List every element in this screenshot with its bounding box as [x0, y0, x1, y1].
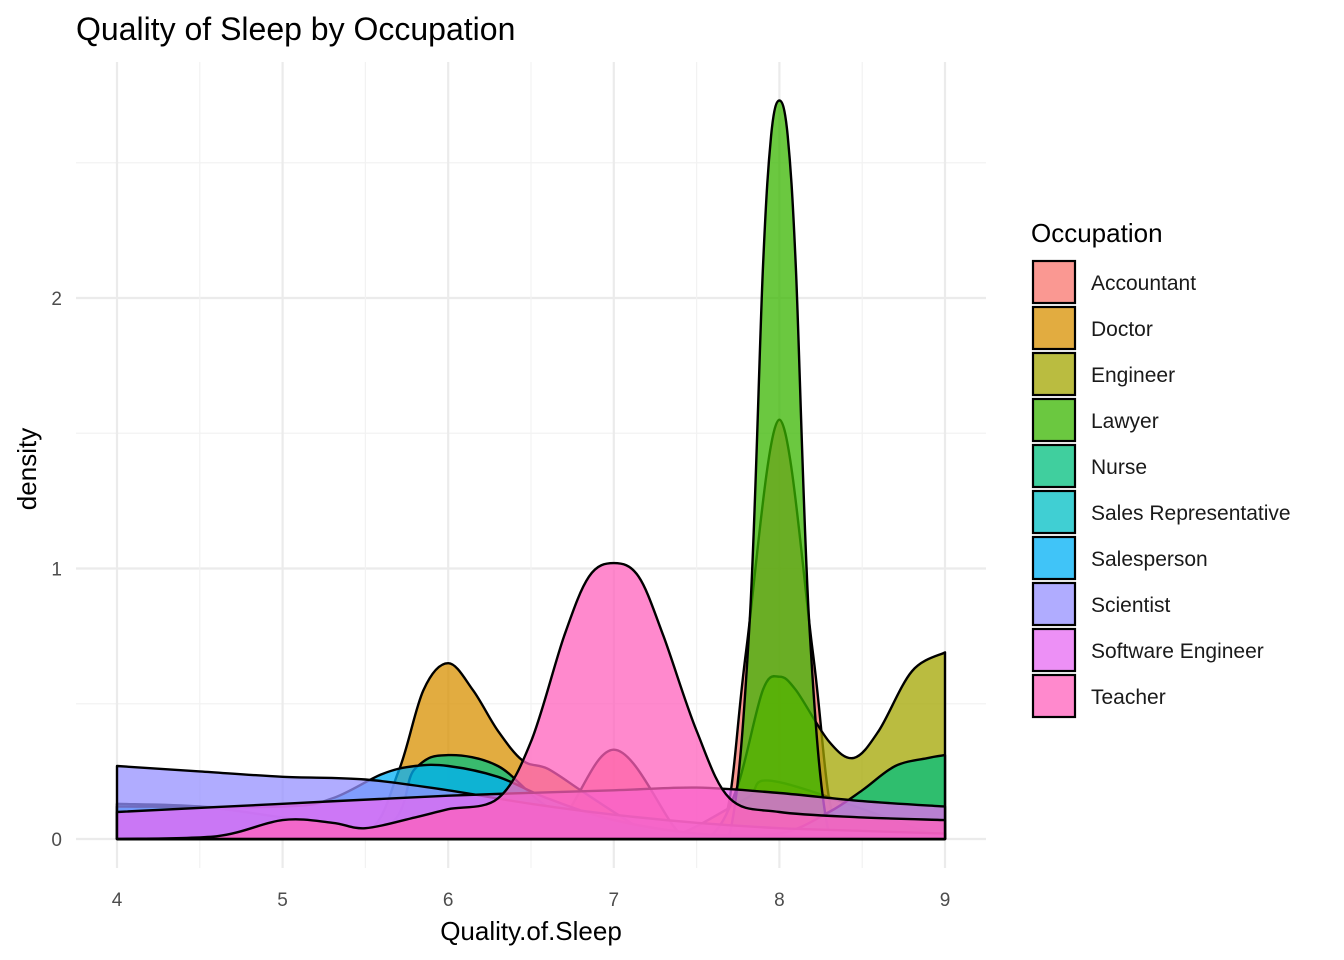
legend-label: Scientist — [1091, 594, 1171, 617]
y-tick-label: 2 — [51, 289, 62, 310]
x-tick-label: 4 — [112, 890, 123, 911]
legend-key-teacher — [1031, 673, 1077, 719]
legend-title: Occupation — [1031, 218, 1163, 248]
legend-label: Nurse — [1091, 456, 1147, 479]
legend-key-lawyer — [1031, 397, 1077, 443]
density-area-teacher — [115, 561, 947, 841]
legend-key-nurse — [1031, 443, 1077, 489]
legend-label: Teacher — [1091, 686, 1166, 709]
legend: Occupation Accountant Doctor Engineer Lawye… — [1031, 218, 1291, 719]
legend-item-software-engineer: Software Engineer — [1031, 627, 1264, 673]
legend-key-doctor — [1031, 305, 1077, 351]
legend-key-engineer — [1031, 351, 1077, 397]
legend-key-software-engineer — [1031, 627, 1077, 673]
x-tick-label: 7 — [609, 890, 620, 911]
legend-item-scientist: Scientist — [1031, 581, 1171, 627]
chart-title: Quality of Sleep by Occupation — [76, 11, 515, 47]
legend-key-sales-representative — [1031, 489, 1077, 535]
legend-item-nurse: Nurse — [1031, 443, 1147, 489]
legend-label: Doctor — [1091, 318, 1153, 341]
x-axis-title: Quality.of.Sleep — [440, 916, 622, 946]
density-areas — [115, 99, 947, 841]
legend-label: Engineer — [1091, 364, 1175, 387]
legend-item-teacher: Teacher — [1031, 673, 1166, 719]
legend-label: Lawyer — [1091, 410, 1159, 433]
legend-label: Salesperson — [1091, 548, 1208, 571]
legend-label: Software Engineer — [1091, 640, 1264, 663]
legend-label: Sales Representative — [1091, 502, 1291, 525]
legend-label: Accountant — [1091, 272, 1196, 295]
legend-item-sales-representative: Sales Representative — [1031, 489, 1291, 535]
legend-item-engineer: Engineer — [1031, 351, 1175, 397]
legend-key-accountant — [1031, 259, 1077, 305]
x-tick-label: 8 — [774, 890, 785, 911]
legend-key-salesperson — [1031, 535, 1077, 581]
x-tick-label: 6 — [443, 890, 454, 911]
x-tick-label: 9 — [940, 890, 951, 911]
y-tick-label: 1 — [51, 560, 62, 581]
y-tick-label: 0 — [51, 830, 62, 851]
legend-item-lawyer: Lawyer — [1031, 397, 1159, 443]
legend-item-doctor: Doctor — [1031, 305, 1153, 351]
y-axis-title: density — [12, 428, 42, 510]
legend-item-salesperson: Salesperson — [1031, 535, 1208, 581]
x-tick-label: 5 — [277, 890, 288, 911]
legend-item-accountant: Accountant — [1031, 259, 1196, 305]
legend-key-scientist — [1031, 581, 1077, 627]
x-axis-ticks: 4 5 6 7 8 9 — [112, 890, 951, 911]
y-axis-ticks: 0 1 2 — [51, 289, 62, 851]
legend-items: Accountant Doctor Engineer Lawyer Nurse Sales… — [1031, 259, 1291, 719]
